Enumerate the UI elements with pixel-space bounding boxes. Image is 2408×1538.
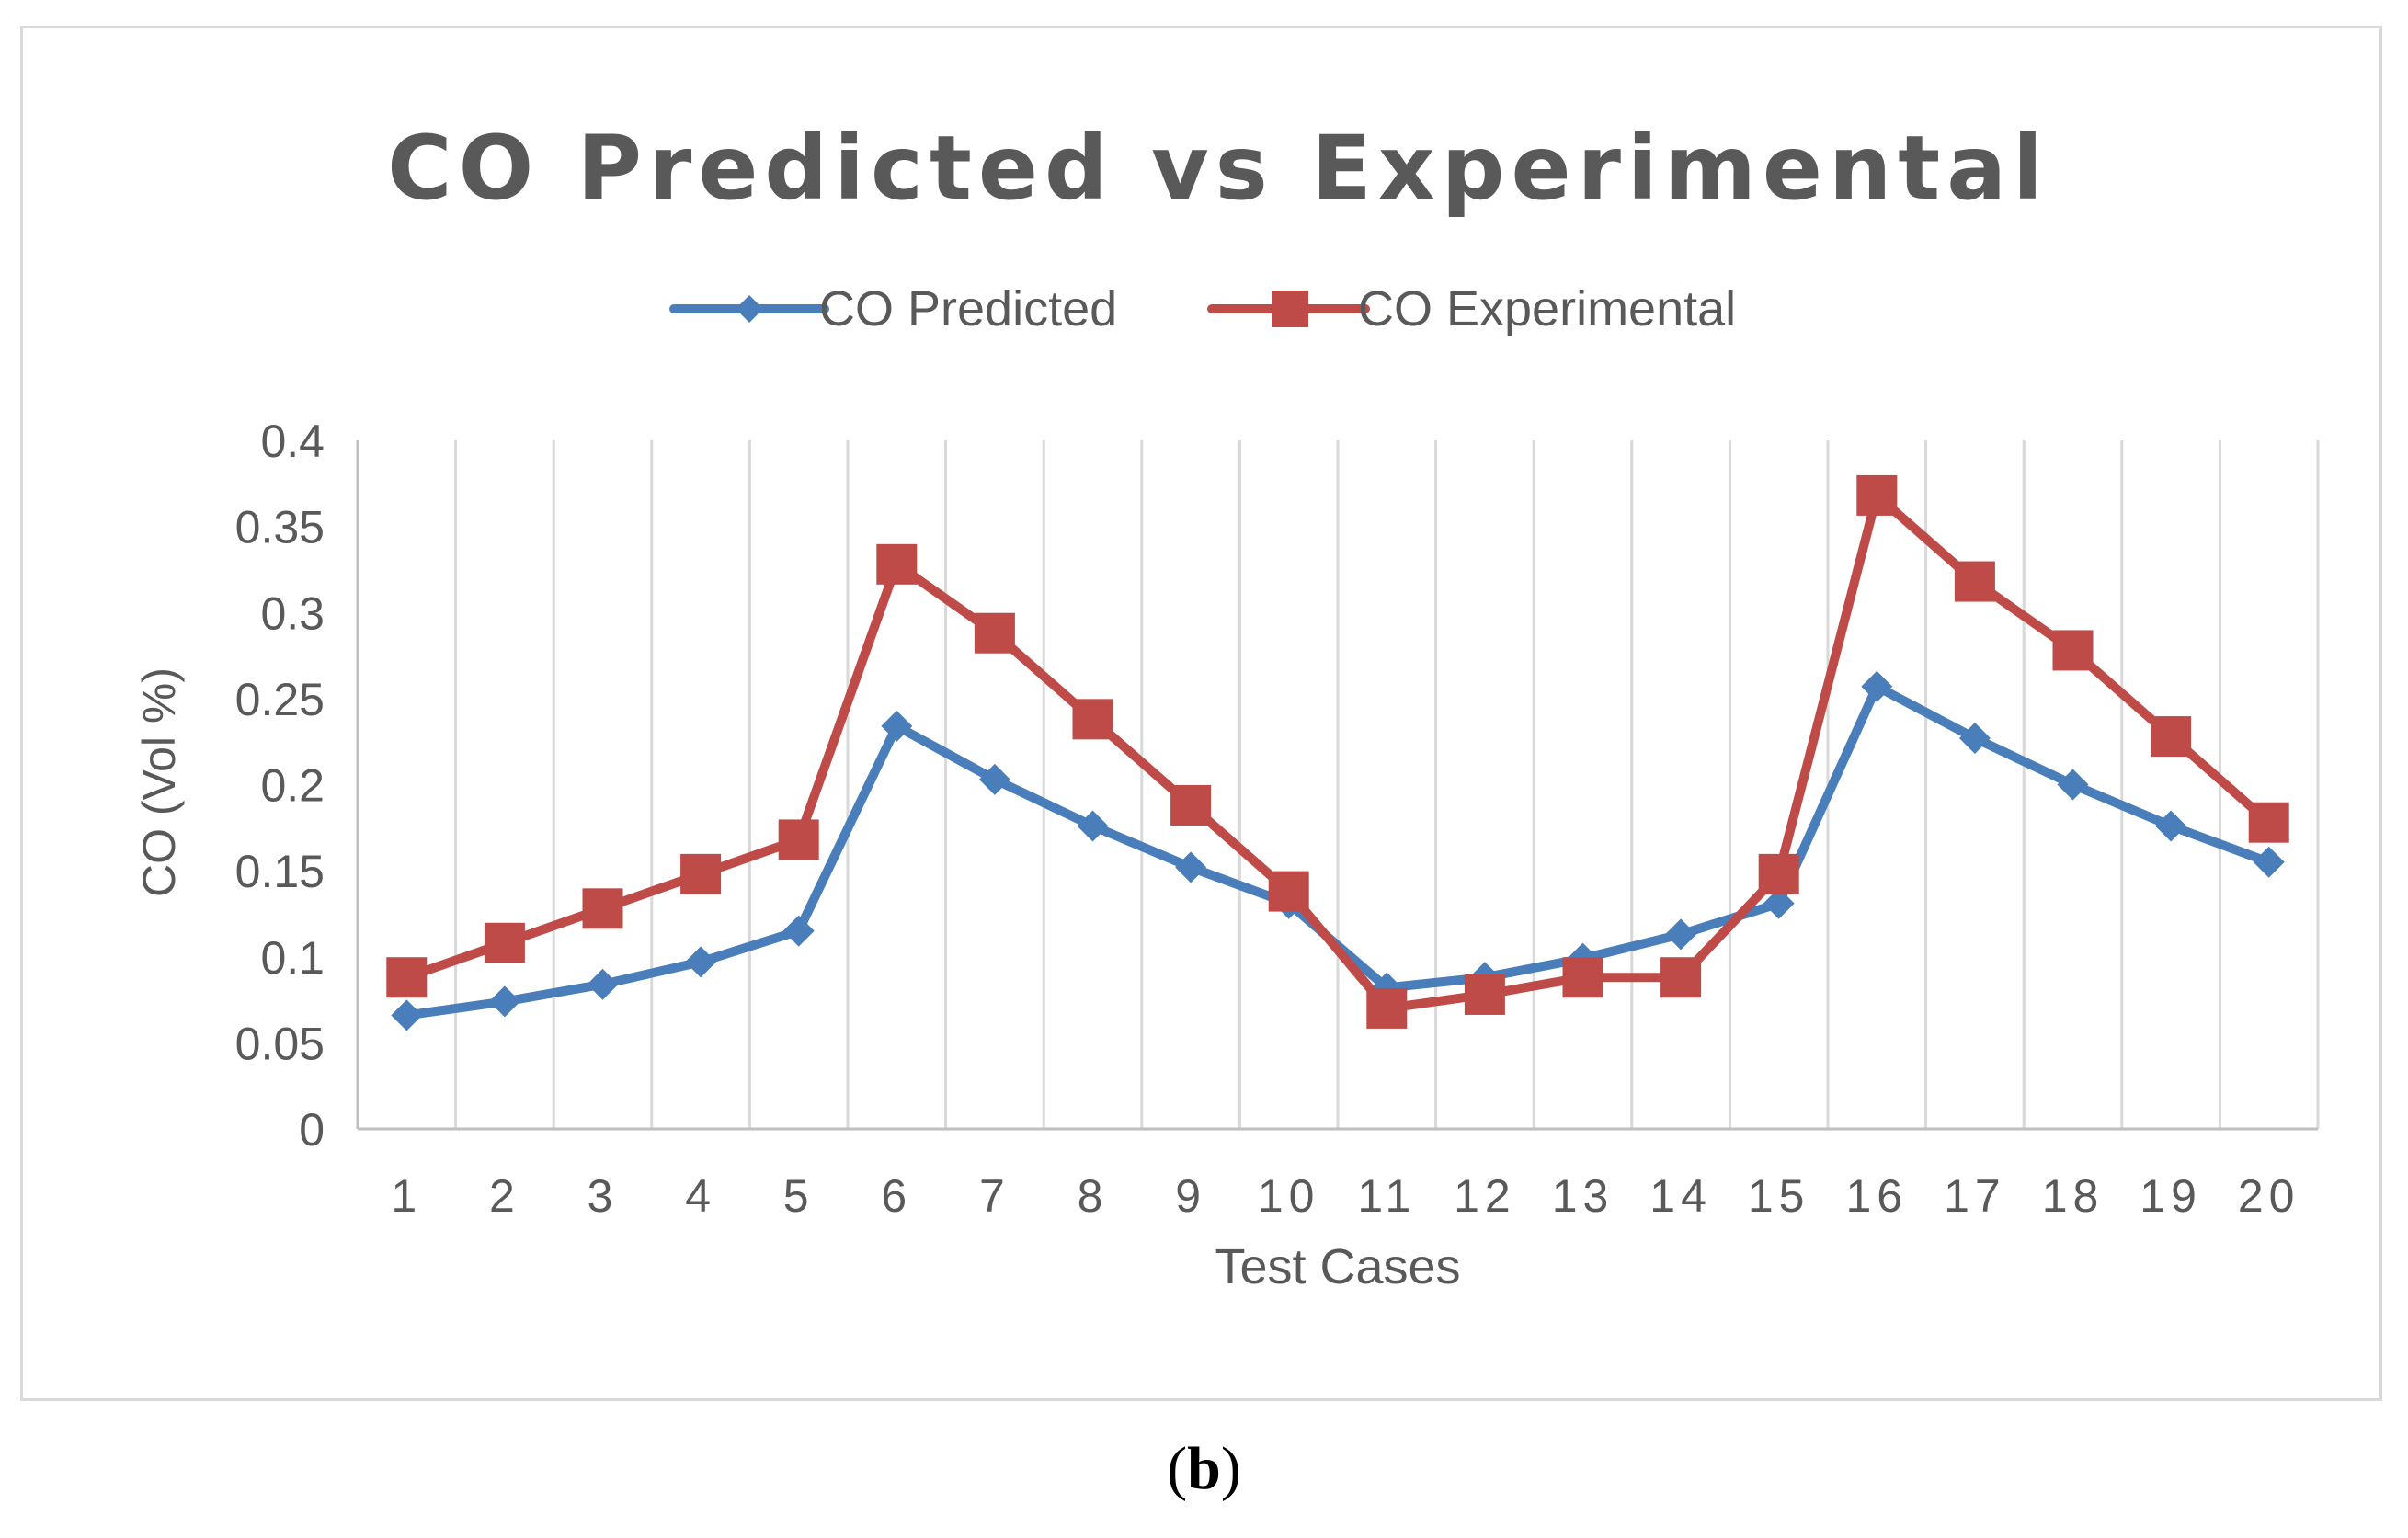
data-point-co-experimental	[1856, 474, 1898, 516]
y-tick-label: 0.4	[260, 416, 325, 467]
data-point-co-predicted	[1175, 851, 1207, 883]
y-tick-label: 0.15	[235, 846, 325, 897]
x-tick-label: 20	[2238, 1170, 2300, 1222]
data-point-co-predicted	[2155, 810, 2187, 842]
x-tick-label: 16	[1845, 1170, 1908, 1222]
x-tick-label: 4	[685, 1170, 716, 1222]
x-tick-label: 2	[489, 1170, 520, 1222]
x-tick-label: 8	[1078, 1170, 1109, 1222]
series-co-experimental	[386, 474, 2289, 1029]
x-tick-label: 3	[588, 1170, 619, 1222]
legend-label-predicted: CO Predicted	[819, 281, 1117, 336]
data-point-co-predicted	[1077, 810, 1109, 842]
x-tick-label: 5	[783, 1170, 815, 1222]
x-tick-label: 15	[1748, 1170, 1810, 1222]
legend: CO Predicted CO Experimental	[669, 281, 1736, 336]
y-tick-label: 0.2	[260, 760, 325, 812]
series-layer	[386, 474, 2289, 1031]
data-point-co-experimental	[1954, 561, 1995, 602]
data-point-co-experimental	[1562, 957, 1603, 998]
data-point-co-predicted	[488, 985, 520, 1018]
data-point-co-predicted	[782, 915, 815, 947]
chart-title: CO Predicted vs Experimental	[387, 117, 2049, 220]
data-point-co-predicted	[1958, 722, 1991, 754]
data-point-co-predicted	[881, 710, 913, 742]
data-point-co-experimental	[876, 543, 918, 585]
data-point-co-experimental	[1268, 871, 1309, 912]
legend-swatch-experimental-marker	[1272, 291, 1308, 327]
data-point-co-predicted	[587, 968, 619, 1000]
y-tick-label: 0.05	[235, 1018, 325, 1069]
legend-label-experimental: CO Experimental	[1358, 281, 1736, 336]
y-axis-title: CO (Vol %)	[133, 667, 185, 897]
caption-letter: b	[1187, 1435, 1221, 1502]
chart-frame: CO Predicted vs Experimental CO Predicte…	[20, 26, 2382, 1401]
x-tick-label: 13	[1552, 1170, 1615, 1222]
data-point-co-experimental	[680, 853, 722, 894]
data-point-co-experimental	[1366, 987, 1408, 1029]
legend-swatch-predicted-marker	[736, 295, 763, 323]
data-point-co-experimental	[1072, 699, 1113, 740]
data-point-co-experimental	[1464, 974, 1505, 1015]
caption-open: (	[1167, 1435, 1188, 1502]
data-point-co-experimental	[1170, 784, 1212, 826]
y-tick-labels: 0 0.05 0.1 0.15 0.2 0.25 0.3 0.35 0.4	[235, 416, 325, 1156]
data-point-co-predicted	[391, 999, 423, 1031]
x-tick-label: 18	[2042, 1170, 2105, 1222]
chart-svg: CO Predicted vs Experimental CO Predicte…	[133, 117, 2320, 1294]
data-point-co-experimental	[1758, 853, 1799, 894]
legend-item-experimental: CO Experimental	[1207, 281, 1736, 336]
x-tick-label: 19	[2140, 1170, 2202, 1222]
data-point-co-predicted	[2253, 846, 2285, 878]
x-tick-label: 6	[881, 1170, 912, 1222]
data-point-co-experimental	[2248, 802, 2289, 843]
data-point-co-predicted	[1665, 918, 1697, 951]
data-point-co-experimental	[1660, 957, 1702, 998]
y-tick-label: 0.3	[260, 587, 325, 639]
data-point-co-predicted	[685, 946, 717, 978]
data-point-co-predicted	[1861, 670, 1893, 702]
x-tick-label: 17	[1944, 1170, 2006, 1222]
y-tick-label: 0	[299, 1104, 325, 1156]
data-point-co-experimental	[386, 957, 428, 998]
x-tick-labels: 1 2 3 4 5 6 7 8 9 10 11 12 13 14 15 16 17 18 19 20	[391, 1170, 2300, 1222]
data-point-co-predicted	[2057, 769, 2089, 801]
data-point-co-experimental	[974, 612, 1015, 654]
data-point-co-experimental	[484, 922, 525, 963]
x-tick-label: 10	[1258, 1170, 1320, 1222]
data-point-co-experimental	[2052, 630, 2094, 671]
figure-caption: (b)	[0, 1434, 2408, 1504]
x-tick-label: 12	[1454, 1170, 1516, 1222]
data-point-co-predicted	[1763, 887, 1795, 919]
x-axis-title: Test Cases	[1215, 1239, 1460, 1294]
y-tick-label: 0.1	[260, 932, 325, 984]
data-point-co-experimental	[2151, 716, 2192, 758]
x-tick-label: 9	[1175, 1170, 1206, 1222]
x-tick-label: 1	[391, 1170, 422, 1222]
x-tick-label: 7	[979, 1170, 1010, 1222]
data-point-co-experimental	[778, 819, 819, 860]
y-tick-label: 0.25	[235, 674, 325, 725]
legend-item-predicted: CO Predicted	[669, 281, 1117, 336]
x-tick-label: 11	[1357, 1170, 1416, 1222]
data-point-co-experimental	[582, 888, 623, 929]
data-point-co-predicted	[978, 763, 1010, 795]
y-tick-label: 0.35	[235, 502, 325, 553]
x-tick-label: 14	[1649, 1170, 1712, 1222]
caption-close: )	[1220, 1435, 1241, 1502]
gridlines	[454, 440, 2320, 1129]
